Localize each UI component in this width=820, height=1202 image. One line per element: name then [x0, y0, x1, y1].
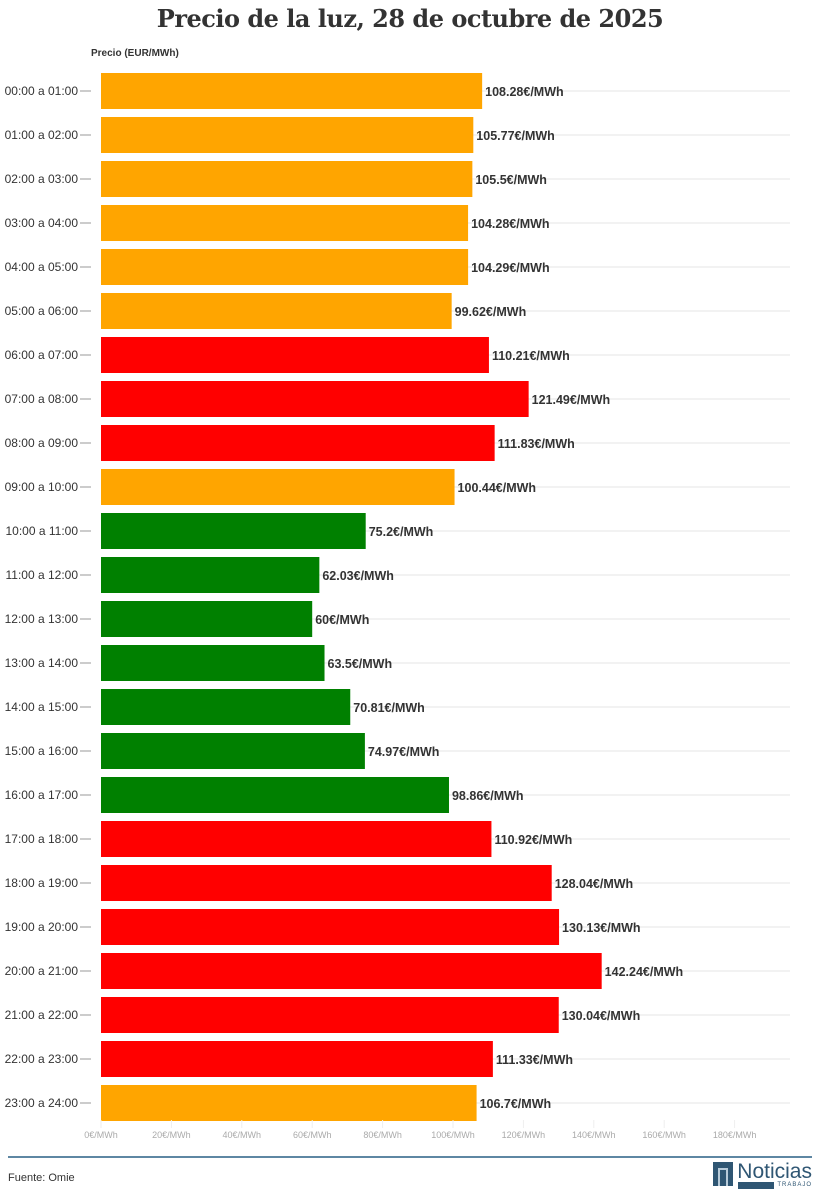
category-label: 11:00 a 12:00: [5, 568, 78, 582]
noticias-trabajo-logo: Noticias TRABAJO: [713, 1160, 812, 1189]
data-label: 104.28€/MWh: [471, 217, 550, 231]
x-tick-label: 120€/MWh: [502, 1130, 546, 1140]
bar: [101, 645, 325, 681]
bar: [101, 381, 529, 417]
logo-mark-icon: [713, 1162, 734, 1186]
x-tick-label: 60€/MWh: [293, 1130, 332, 1140]
category-label: 01:00 a 02:00: [5, 128, 79, 142]
x-tick-label: 100€/MWh: [431, 1130, 475, 1140]
category-label: 09:00 a 10:00: [5, 480, 79, 494]
logo-sub: TRABAJO: [738, 1182, 812, 1189]
bar: [101, 821, 492, 857]
bar: [101, 337, 489, 373]
category-label: 13:00 a 14:00: [5, 656, 79, 670]
footer-divider: [8, 1156, 812, 1158]
data-label: 106.7€/MWh: [480, 1097, 552, 1111]
bar: [101, 1085, 477, 1121]
category-label: 20:00 a 21:00: [5, 964, 79, 978]
data-label: 60€/MWh: [315, 613, 369, 627]
x-tick-label: 80€/MWh: [363, 1130, 402, 1140]
bar: [101, 733, 365, 769]
bar: [101, 513, 366, 549]
bar: [101, 557, 320, 593]
bar: [101, 1041, 493, 1077]
source-note: Fuente: Omie: [8, 1172, 75, 1184]
data-label: 98.86€/MWh: [452, 789, 524, 803]
category-label: 06:00 a 07:00: [5, 348, 79, 362]
data-label: 75.2€/MWh: [369, 525, 434, 539]
bar: [101, 601, 313, 637]
category-label: 21:00 a 22:00: [5, 1008, 79, 1022]
category-label: 14:00 a 15:00: [5, 700, 79, 714]
bar: [101, 425, 495, 461]
data-label: 105.5€/MWh: [475, 173, 547, 187]
bar: [101, 293, 452, 329]
data-label: 130.13€/MWh: [562, 921, 641, 935]
data-label: 74.97€/MWh: [368, 745, 440, 759]
category-label: 19:00 a 20:00: [5, 920, 79, 934]
data-label: 104.29€/MWh: [471, 261, 550, 275]
category-label: 18:00 a 19:00: [5, 876, 79, 890]
category-label: 08:00 a 09:00: [5, 436, 79, 450]
x-tick-label: 40€/MWh: [223, 1130, 262, 1140]
category-label: 10:00 a 11:00: [5, 524, 78, 538]
data-label: 105.77€/MWh: [476, 129, 555, 143]
bar: [101, 117, 474, 153]
category-label: 12:00 a 13:00: [5, 612, 79, 626]
category-label: 22:00 a 23:00: [5, 1052, 79, 1066]
category-label: 00:00 a 01:00: [5, 84, 79, 98]
data-label: 62.03€/MWh: [322, 569, 394, 583]
data-label: 128.04€/MWh: [555, 877, 634, 891]
chart-title: Precio de la luz, 28 de octubre de 2025: [156, 4, 664, 33]
data-label: 110.21€/MWh: [492, 349, 570, 363]
x-tick-label: 20€/MWh: [152, 1130, 191, 1140]
x-tick-label: 140€/MWh: [572, 1130, 616, 1140]
category-label: 23:00 a 24:00: [5, 1096, 79, 1110]
bar: [101, 161, 473, 197]
category-label: 17:00 a 18:00: [5, 832, 79, 846]
y-axis-label: Precio (EUR/MWh): [91, 48, 179, 59]
data-label: 99.62€/MWh: [455, 305, 527, 319]
x-tick-label: 160€/MWh: [642, 1130, 686, 1140]
data-label: 110.92€/MWh: [494, 833, 572, 847]
data-label: 111.33€/MWh: [496, 1053, 573, 1067]
data-label: 111.83€/MWh: [498, 437, 575, 451]
bar: [101, 689, 351, 725]
data-label: 108.28€/MWh: [485, 85, 564, 99]
category-label: 04:00 a 05:00: [5, 260, 79, 274]
data-label: 142.24€/MWh: [605, 965, 684, 979]
x-tick-label: 0€/MWh: [84, 1130, 118, 1140]
category-label: 02:00 a 03:00: [5, 172, 79, 186]
data-label: 63.5€/MWh: [328, 657, 393, 671]
data-label: 130.04€/MWh: [562, 1009, 641, 1023]
bar: [101, 777, 449, 813]
category-label: 07:00 a 08:00: [5, 392, 79, 406]
category-label: 03:00 a 04:00: [5, 216, 79, 230]
category-label: 15:00 a 16:00: [5, 744, 79, 758]
bar: [101, 953, 602, 989]
bar: [101, 205, 469, 241]
category-label: 05:00 a 06:00: [5, 304, 79, 318]
data-label: 121.49€/MWh: [532, 393, 611, 407]
bar: [101, 73, 483, 109]
x-tick-label: 180€/MWh: [713, 1130, 757, 1140]
category-label: 16:00 a 17:00: [5, 788, 79, 802]
bar: [101, 469, 455, 505]
logo-name: Noticias: [737, 1160, 812, 1183]
bar: [101, 865, 552, 901]
bar-chart: Precio (EUR/MWh) 00:00 a 01:00 108.28€/MWh…: [5, 48, 790, 1140]
bar: [101, 249, 469, 285]
bar: [101, 909, 560, 945]
data-label: 100.44€/MWh: [458, 481, 537, 495]
data-label: 70.81€/MWh: [353, 701, 425, 715]
bar: [101, 997, 559, 1033]
